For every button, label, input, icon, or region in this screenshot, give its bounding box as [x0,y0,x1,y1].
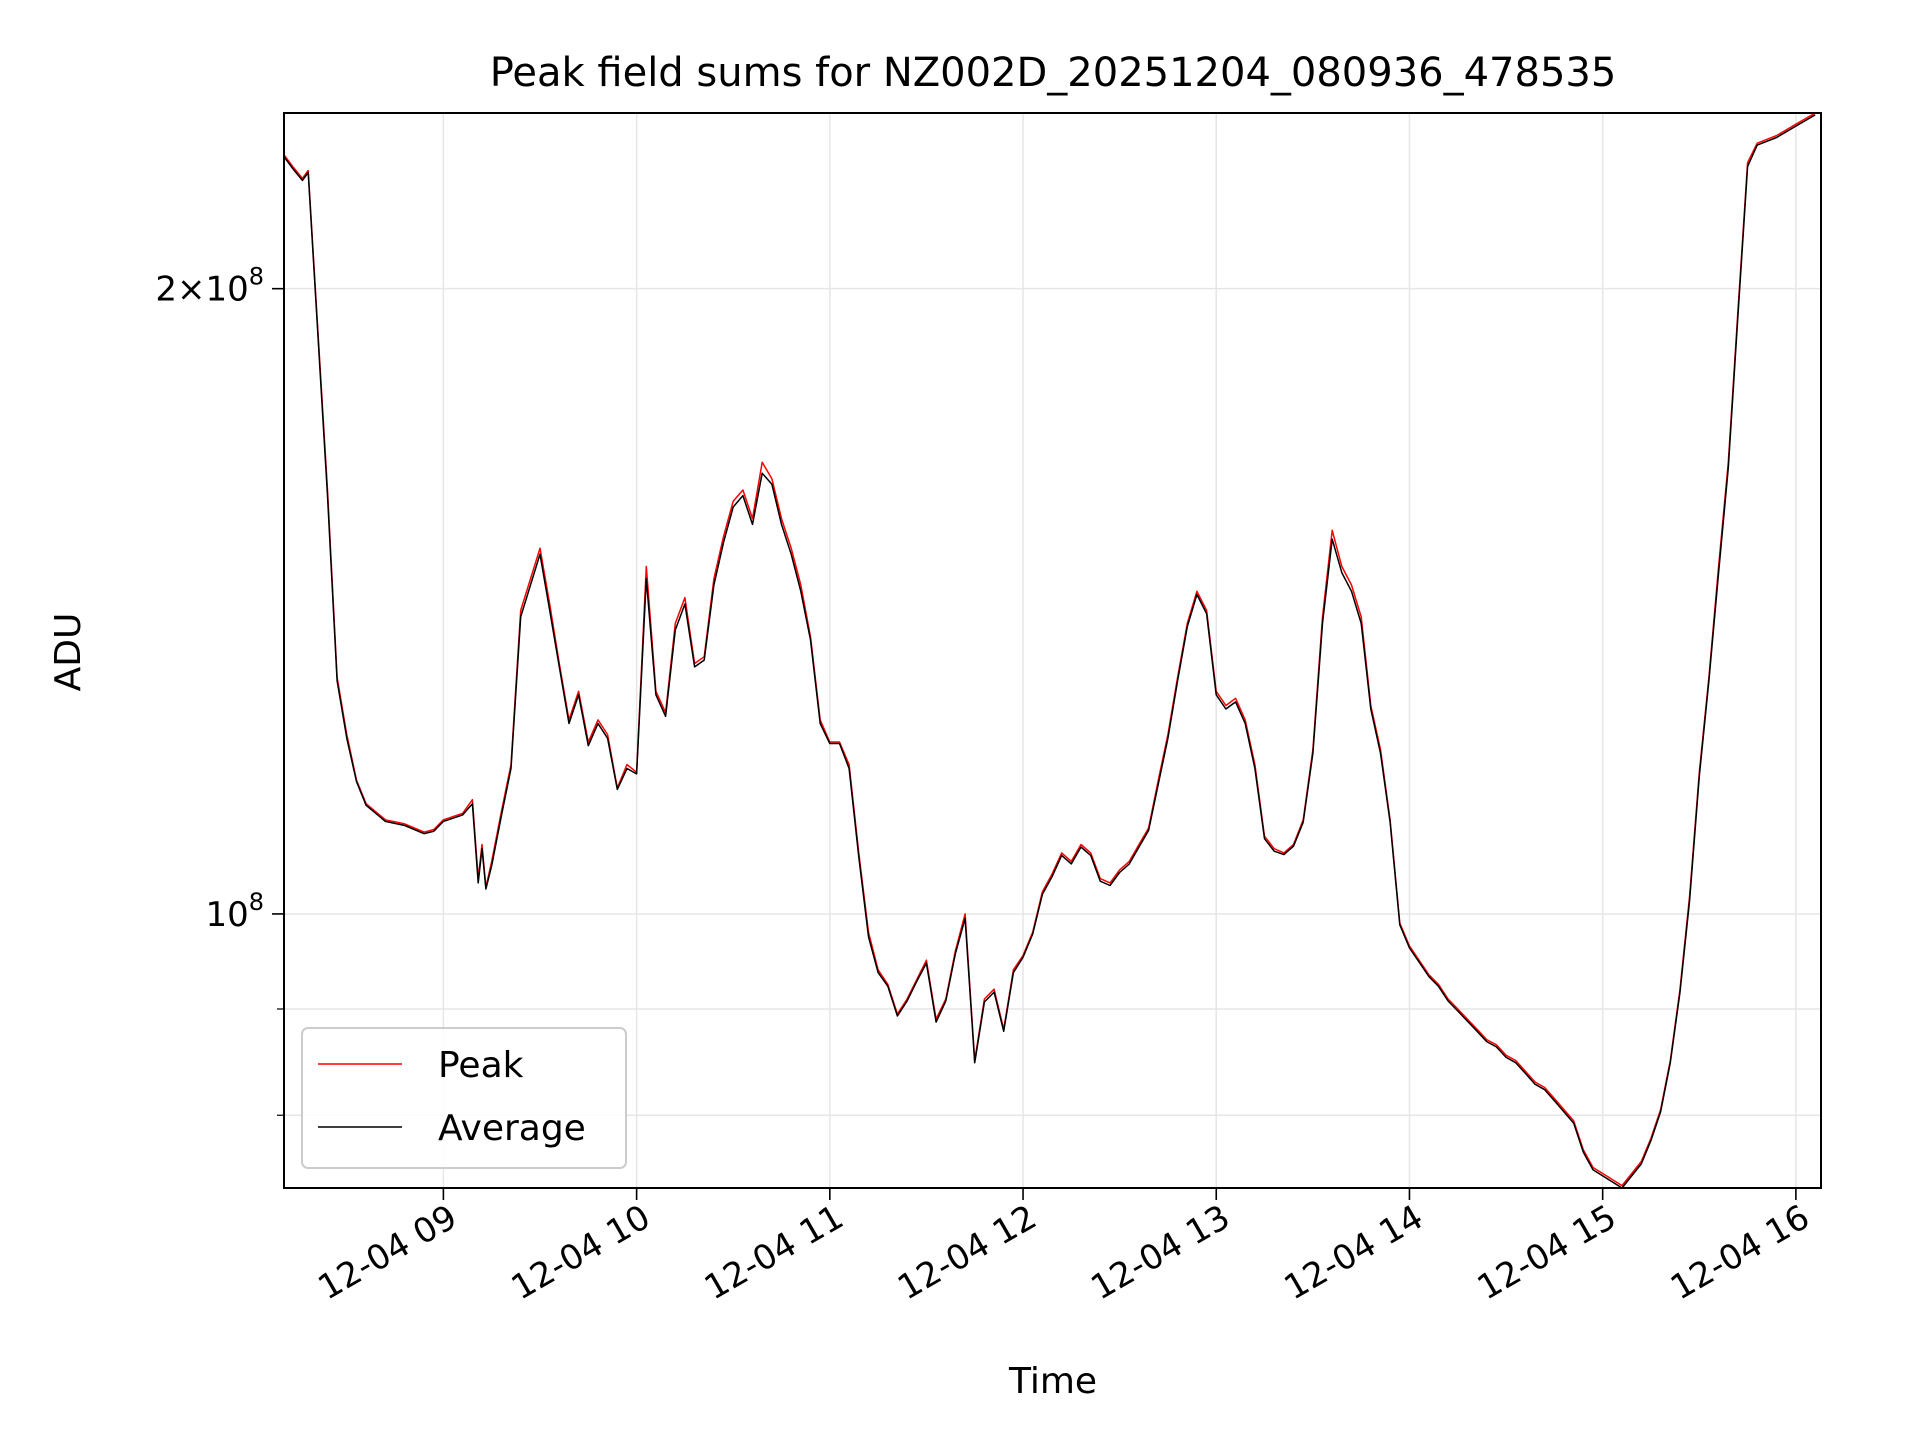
legend: Peak Average [301,1027,627,1169]
legend-peak-label: Peak [438,1045,524,1086]
legend-average-label: Average [438,1108,586,1149]
y-axis-label: ADU [48,613,89,692]
series-line-average [283,114,1816,1189]
series-layer [283,112,1816,1189]
y-tick-label: 108 [205,888,264,935]
y-tick-label: 2×108 [155,263,264,310]
x-axis-label: Time [1008,1361,1097,1402]
chart-title: Peak field sums for NZ002D_20251204_0809… [490,50,1617,96]
plot-frame [283,112,1822,1189]
legend-box [301,1027,627,1169]
